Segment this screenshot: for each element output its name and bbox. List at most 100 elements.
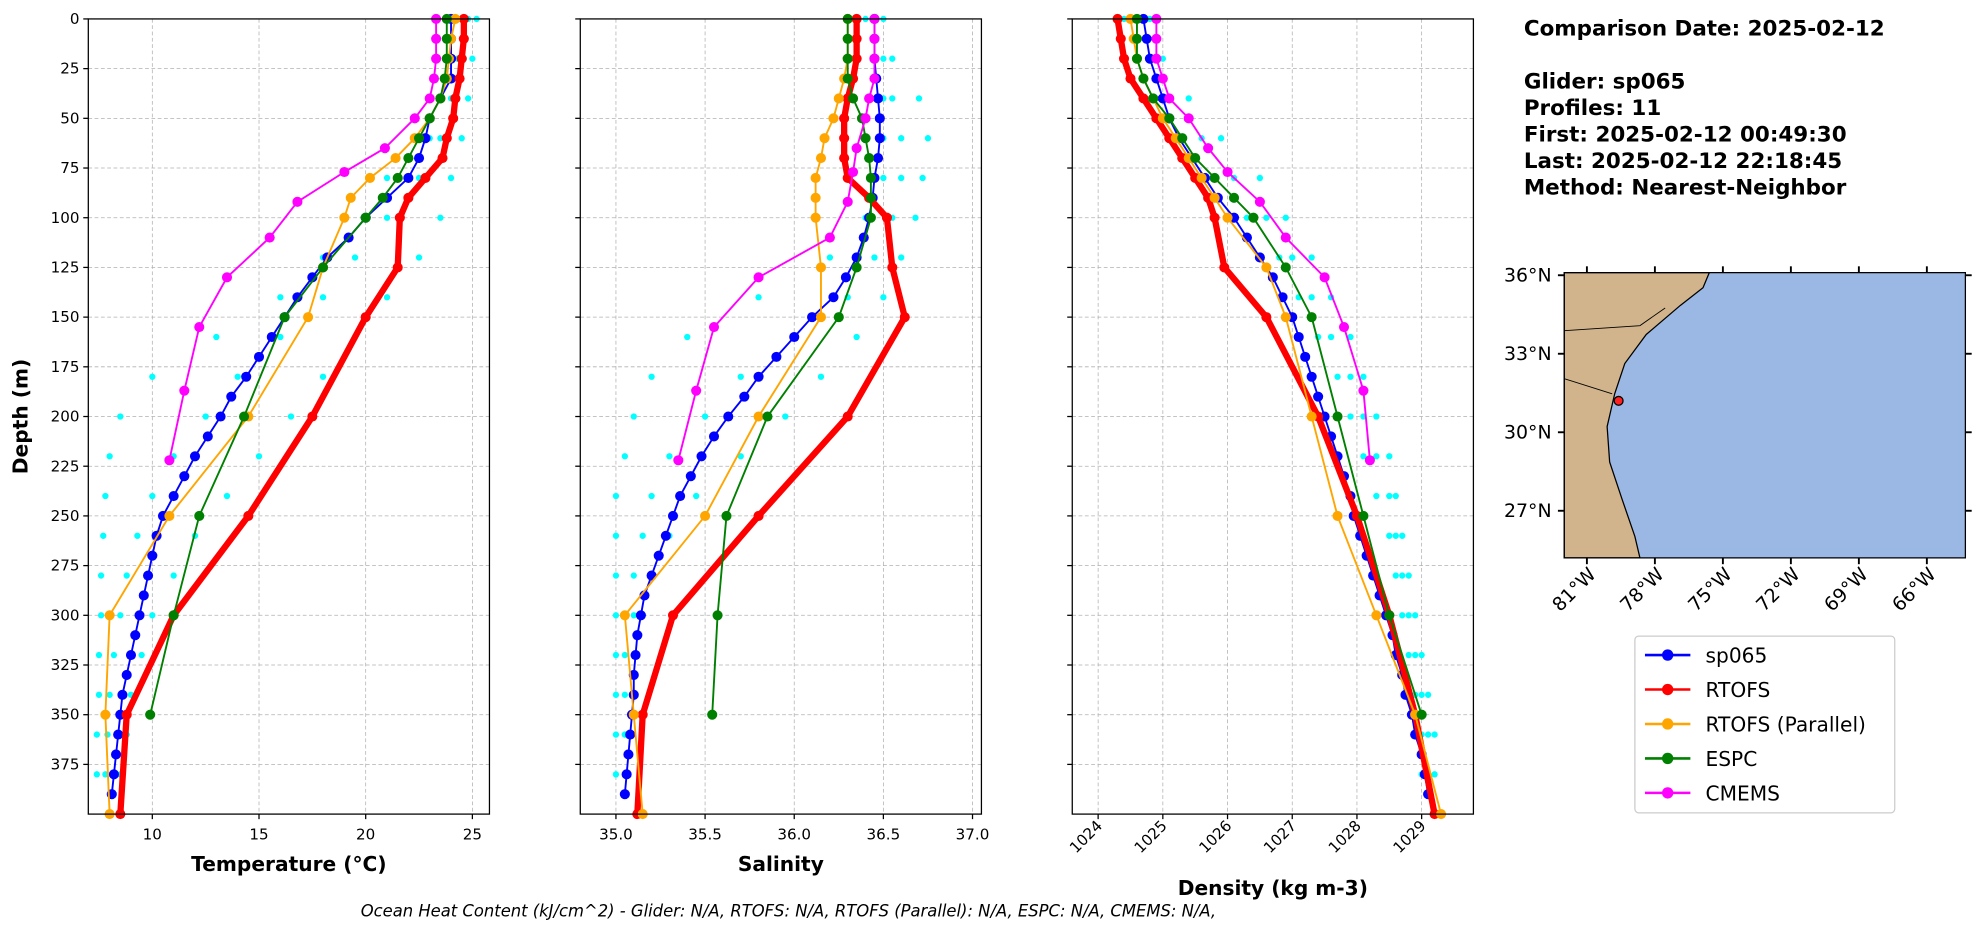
series-marker [1261,262,1272,273]
series-marker [266,331,277,343]
series-marker [226,391,237,402]
profile-point [93,771,100,778]
series-marker [403,172,414,184]
profile-point [826,254,834,261]
series-marker [134,610,145,621]
profile-point [437,214,444,221]
map-tick-label: 72°W [1752,563,1805,616]
map-tick-label: 75°W [1684,563,1737,616]
series-marker [872,93,884,104]
series-marker [1222,166,1233,178]
profile-point [213,333,220,341]
series-marker [413,133,425,144]
profile-point [1418,651,1425,659]
profile-point [1405,651,1412,659]
series-marker [673,455,684,466]
state-border [1564,378,1613,395]
series-marker [865,192,876,203]
y-axis-label: Depth (m) [9,359,33,474]
series-marker [864,153,875,164]
profile-point [737,373,744,380]
profile-point [134,532,141,539]
series-marker [753,510,764,521]
series-marker [839,153,850,164]
series-marker [179,385,190,396]
series-marker [1280,232,1291,243]
series-marker [874,113,885,124]
series-marker [1358,385,1369,396]
profile-point [458,135,465,142]
series-marker [630,650,641,661]
profile-point [1308,254,1315,261]
profile-point [415,254,423,261]
series-marker [1157,73,1168,84]
series-marker [1313,391,1324,402]
profile-point [1392,572,1399,579]
series-marker [108,769,119,780]
series-marker [864,93,875,104]
series-marker [860,133,871,144]
series-marker [839,133,850,144]
series-marker [390,153,401,164]
series-marker [851,53,862,64]
map-tick-label: 27°N [1504,500,1552,522]
series-marker [121,669,132,680]
profile-point [880,55,887,62]
x-tick-label: 15 [249,825,268,843]
series-marker [628,689,639,700]
series-marker [810,172,821,184]
series-marker [842,411,853,422]
series-marker [842,73,853,84]
series-marker [712,610,723,621]
profile-point [1412,651,1419,659]
map-tick-label: 30°N [1504,422,1552,444]
series-marker [839,113,850,124]
series-marker [189,451,201,462]
series-marker [1125,73,1136,84]
profile-point [1418,691,1425,698]
x-tick-label: 1024 [1066,817,1106,857]
profile-point [1373,492,1380,500]
series-marker [394,212,405,223]
profile-point [1185,95,1192,102]
series-marker [1416,709,1427,720]
series-marker [723,411,734,422]
series-marker [1306,312,1317,323]
profile-point [1392,532,1399,539]
profile-point [912,214,919,221]
series-marker [1306,411,1317,422]
profile-point [612,572,620,579]
series-marker [1203,143,1214,154]
profile-point [1360,453,1367,460]
series-marker [104,610,115,621]
profile-point [924,135,932,142]
series-marker [292,196,303,207]
series-marker [403,153,414,164]
series-marker [851,143,862,154]
profile-point [1217,135,1225,142]
legend-box [1634,635,1896,814]
profile-point [1386,532,1393,539]
series-marker [860,113,871,124]
x-tick-label: 36.5 [867,825,901,843]
profile-point [666,453,673,460]
profile-point [1399,612,1406,619]
series-marker [437,153,448,164]
series-marker [439,73,450,84]
profile-point [1159,55,1166,62]
x-tick-label: 1029 [1390,817,1430,857]
profile-point [648,492,655,500]
series-marker [1183,113,1194,124]
series-marker [431,53,442,64]
series-marker [194,322,205,333]
profile-point [1373,453,1380,460]
profile-point [1347,413,1354,420]
y-tick-label: 100 [51,209,80,227]
series-marker [840,272,851,283]
profile-point [621,453,629,460]
series-marker [1248,212,1259,223]
series-marker [345,192,356,203]
profile-point [612,532,620,539]
profile-point [1424,731,1432,738]
series-marker [753,411,764,422]
